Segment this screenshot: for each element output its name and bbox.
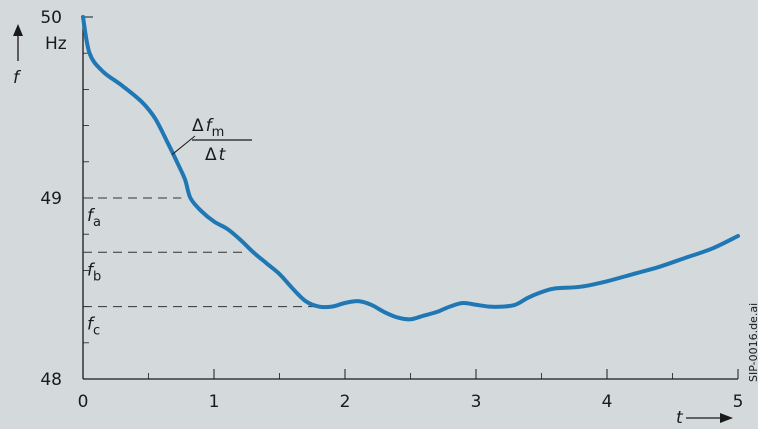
x-axis-label: t xyxy=(676,408,684,428)
x-tick-label: 1 xyxy=(209,392,220,412)
reference-label: fc xyxy=(87,315,100,339)
frequency-curve xyxy=(81,15,740,322)
x-tick-label: 2 xyxy=(340,392,351,412)
y-axis-arrow-icon xyxy=(13,24,23,61)
x-tick-label: 3 xyxy=(471,392,482,412)
x-axis-arrow-icon xyxy=(686,413,733,423)
x-tick-label: 0 xyxy=(78,392,89,412)
y-unit-label: Hz xyxy=(45,34,67,54)
x-tick-label: 4 xyxy=(602,392,613,412)
y-tick-label: 50 xyxy=(40,8,62,28)
axis-tick-labels: 0 1 2 3 4 5 48 49 50 xyxy=(40,8,743,412)
y-tick-label: 48 xyxy=(40,370,62,390)
reference-label: fb xyxy=(87,260,101,284)
x-tick-label: 5 xyxy=(733,392,744,412)
figure-code: SIP-0016.de.ai xyxy=(747,303,758,382)
reference-label: fa xyxy=(87,206,101,230)
annotation-leader xyxy=(171,135,196,155)
reference-lines: fa fb fc xyxy=(83,197,317,339)
y-tick-label: 49 xyxy=(40,189,62,209)
y-axis-label: f xyxy=(13,68,22,88)
